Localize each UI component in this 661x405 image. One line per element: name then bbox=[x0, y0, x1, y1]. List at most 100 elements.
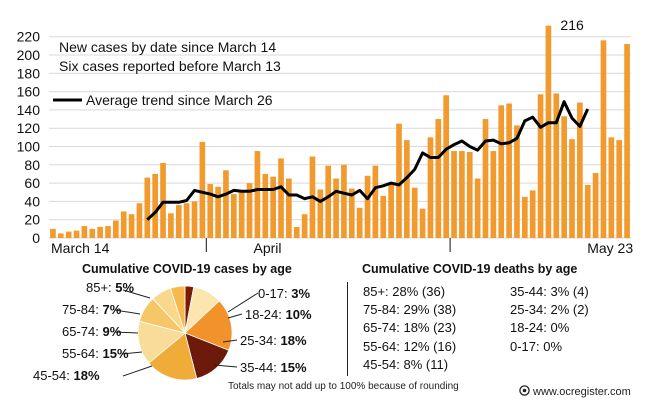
pie-slice bbox=[152, 287, 186, 334]
bar bbox=[301, 214, 308, 238]
bar bbox=[215, 186, 221, 238]
deaths-row: 45-54: 8% (11) bbox=[363, 356, 449, 372]
bar bbox=[57, 233, 64, 238]
bar bbox=[584, 184, 591, 238]
bar bbox=[600, 40, 607, 238]
bar bbox=[175, 205, 182, 238]
y-tick-label: 100 bbox=[17, 139, 41, 155]
deaths-row: 55-64: 12% (16) bbox=[363, 338, 457, 354]
bar bbox=[521, 196, 528, 238]
bar bbox=[608, 137, 615, 238]
bar bbox=[325, 165, 332, 238]
bar bbox=[427, 137, 434, 238]
deaths-row: 18-24: 0% bbox=[510, 320, 570, 336]
y-tick-label: 220 bbox=[17, 29, 41, 45]
bar bbox=[278, 158, 284, 238]
y-tick-label: 80 bbox=[24, 157, 40, 173]
bar bbox=[443, 95, 450, 238]
bar bbox=[113, 220, 119, 238]
bar bbox=[270, 176, 276, 238]
pie-label-85plus: 85+: 5% bbox=[86, 280, 135, 295]
y-tick-label: 160 bbox=[17, 84, 41, 100]
y-tick-label: 40 bbox=[24, 193, 40, 209]
bar bbox=[136, 203, 143, 238]
bar bbox=[404, 140, 410, 238]
pie-slice bbox=[148, 332, 198, 381]
pie-label-25-34: 25-34: 18% bbox=[240, 333, 307, 348]
bar bbox=[152, 173, 159, 238]
y-tick-label: 20 bbox=[24, 212, 40, 228]
pie-label-55-64: 55-64: 15% bbox=[62, 346, 129, 361]
bar bbox=[466, 151, 473, 238]
pie-slice bbox=[137, 320, 186, 364]
bar bbox=[183, 203, 190, 238]
bar bbox=[207, 184, 214, 238]
bar bbox=[474, 178, 481, 238]
bar bbox=[168, 213, 174, 238]
pie-slice bbox=[169, 285, 186, 334]
bar bbox=[341, 164, 347, 238]
deaths-row: 75-84: 29% (38) bbox=[363, 302, 457, 318]
bar bbox=[482, 119, 489, 238]
bar bbox=[490, 151, 497, 238]
source-credit[interactable]: www.ocregister.com bbox=[519, 385, 631, 398]
x-tick-label: April bbox=[253, 240, 281, 256]
bar bbox=[230, 194, 237, 238]
pie-label-18-24: 18-24: 10% bbox=[245, 307, 312, 322]
bar bbox=[372, 165, 379, 238]
bar bbox=[81, 226, 88, 238]
bar bbox=[459, 151, 465, 238]
rounding-note: Totals may not add up to 100% because of… bbox=[228, 381, 459, 392]
pie-slice bbox=[184, 286, 220, 335]
y-tick-label: 200 bbox=[17, 47, 41, 63]
bar bbox=[65, 231, 72, 238]
bar bbox=[105, 226, 111, 238]
bar bbox=[592, 173, 599, 238]
deaths-row: 0-17: 0% bbox=[510, 338, 563, 354]
pie-label-65-74: 65-74: 9% bbox=[62, 324, 122, 339]
deaths-column-left: 85+: 28% (36) 75-84: 29% (38) 65-74: 18%… bbox=[363, 283, 456, 374]
bar bbox=[396, 123, 402, 238]
bar bbox=[199, 141, 206, 238]
bar bbox=[97, 227, 103, 238]
bar bbox=[50, 228, 56, 238]
pie-slice bbox=[184, 300, 233, 351]
deaths-by-age-title: Cumulative COVID-19 deaths by age bbox=[362, 262, 578, 276]
bar bbox=[569, 139, 575, 238]
source-credit-text: www.ocregister.com bbox=[533, 386, 631, 398]
bar bbox=[577, 102, 583, 238]
deaths-row: 35-44: 3% (4) bbox=[510, 284, 589, 299]
bar bbox=[529, 190, 536, 238]
pie-label-35-44: 35-44: 15% bbox=[240, 360, 307, 375]
bar bbox=[348, 188, 355, 238]
y-tick-label: 140 bbox=[17, 102, 41, 118]
pie-label-0-17: 0-17: 3% bbox=[258, 286, 311, 301]
pie-slice bbox=[139, 298, 187, 334]
bar bbox=[624, 44, 630, 238]
deaths-divider bbox=[347, 282, 349, 376]
y-tick-label: 180 bbox=[17, 65, 41, 81]
annotation-prior-cases: Six cases reported before March 13 bbox=[59, 58, 281, 74]
bar bbox=[144, 177, 151, 238]
pie-slice bbox=[184, 285, 195, 334]
deaths-row: 65-74: 18% (23) bbox=[363, 320, 457, 336]
average-trend-line bbox=[146, 100, 590, 221]
bar bbox=[411, 187, 418, 238]
bar bbox=[120, 211, 127, 238]
bar bbox=[451, 151, 457, 238]
bar bbox=[435, 119, 442, 238]
y-tick-label: 120 bbox=[17, 120, 41, 136]
bar bbox=[73, 230, 80, 238]
bar bbox=[317, 189, 324, 238]
bar bbox=[498, 105, 505, 238]
x-tick-label: May 23 bbox=[587, 240, 633, 256]
max-value-label: 216 bbox=[560, 17, 584, 33]
annotation-new-cases: New cases by date since March 14 bbox=[59, 39, 276, 55]
cases-by-age-title: Cumulative COVID-19 cases by age bbox=[82, 262, 292, 276]
pie-leader-line bbox=[222, 339, 238, 343]
pie-leader-line bbox=[227, 313, 243, 319]
bar bbox=[380, 195, 387, 238]
bar bbox=[262, 173, 269, 238]
y-tick-label: 60 bbox=[24, 175, 40, 191]
pie-leader-line bbox=[122, 365, 153, 377]
